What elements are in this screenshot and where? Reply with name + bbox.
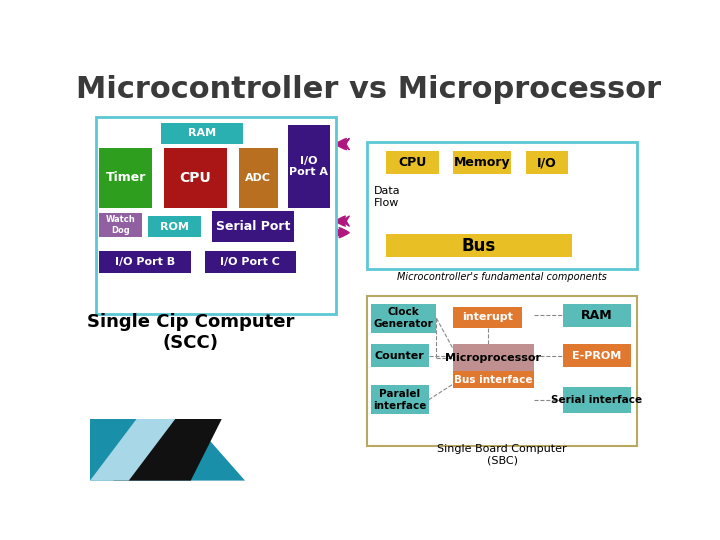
FancyBboxPatch shape <box>563 303 631 327</box>
FancyBboxPatch shape <box>371 345 428 367</box>
Text: interupt: interupt <box>462 312 513 322</box>
FancyBboxPatch shape <box>99 251 191 273</box>
FancyBboxPatch shape <box>161 123 243 144</box>
FancyBboxPatch shape <box>563 345 631 367</box>
Text: Bus interface: Bus interface <box>454 375 533 384</box>
FancyBboxPatch shape <box>371 303 436 333</box>
FancyBboxPatch shape <box>287 125 330 208</box>
Text: Serial interface: Serial interface <box>552 395 642 405</box>
Text: CPU: CPU <box>398 156 426 169</box>
FancyBboxPatch shape <box>453 372 534 388</box>
Text: Single Cip Computer
(SCC): Single Cip Computer (SCC) <box>87 313 294 352</box>
FancyBboxPatch shape <box>96 117 336 314</box>
Text: RAM: RAM <box>581 308 613 321</box>
Text: RAM: RAM <box>188 129 216 138</box>
Polygon shape <box>113 419 222 481</box>
FancyBboxPatch shape <box>386 151 438 174</box>
Text: Microcontroller vs Microprocessor: Microcontroller vs Microprocessor <box>76 75 662 104</box>
FancyBboxPatch shape <box>99 213 142 237</box>
Text: Data
Flow: Data Flow <box>374 186 400 208</box>
Text: I/O
Port A: I/O Port A <box>289 156 328 177</box>
FancyBboxPatch shape <box>148 217 201 237</box>
Text: I/O Port B: I/O Port B <box>115 257 175 267</box>
FancyBboxPatch shape <box>371 385 428 414</box>
FancyBboxPatch shape <box>367 296 637 446</box>
Text: CPU: CPU <box>179 171 211 185</box>
Text: Microcontroller's fundamental components: Microcontroller's fundamental components <box>397 272 607 281</box>
Text: Serial Port: Serial Port <box>216 220 290 233</box>
Text: ADC: ADC <box>246 173 271 183</box>
FancyBboxPatch shape <box>212 211 294 242</box>
Text: Microprocessor: Microprocessor <box>446 353 541 363</box>
FancyBboxPatch shape <box>526 151 568 174</box>
Text: Clock
Generator: Clock Generator <box>374 307 433 329</box>
Text: I/O Port C: I/O Port C <box>220 257 280 267</box>
Text: E-PROM: E-PROM <box>572 351 621 361</box>
Text: Bus: Bus <box>462 237 496 255</box>
Polygon shape <box>90 419 245 481</box>
FancyBboxPatch shape <box>453 151 510 174</box>
Text: Paralel
interface: Paralel interface <box>373 389 426 410</box>
Polygon shape <box>90 419 175 481</box>
FancyBboxPatch shape <box>204 251 296 273</box>
FancyBboxPatch shape <box>163 148 228 208</box>
Text: I/O: I/O <box>537 156 557 169</box>
FancyBboxPatch shape <box>99 148 152 208</box>
FancyBboxPatch shape <box>563 387 631 413</box>
FancyBboxPatch shape <box>453 307 523 328</box>
Text: Timer: Timer <box>105 172 146 185</box>
FancyBboxPatch shape <box>367 142 637 269</box>
Text: ROM: ROM <box>160 221 189 232</box>
FancyBboxPatch shape <box>239 148 277 208</box>
Text: Memory: Memory <box>454 156 510 169</box>
FancyBboxPatch shape <box>453 345 534 372</box>
Text: Counter: Counter <box>374 351 425 361</box>
Text: Watch
Dog: Watch Dog <box>106 215 135 235</box>
Text: Single Board Computer
(SBC): Single Board Computer (SBC) <box>438 444 567 466</box>
FancyBboxPatch shape <box>386 234 572 257</box>
